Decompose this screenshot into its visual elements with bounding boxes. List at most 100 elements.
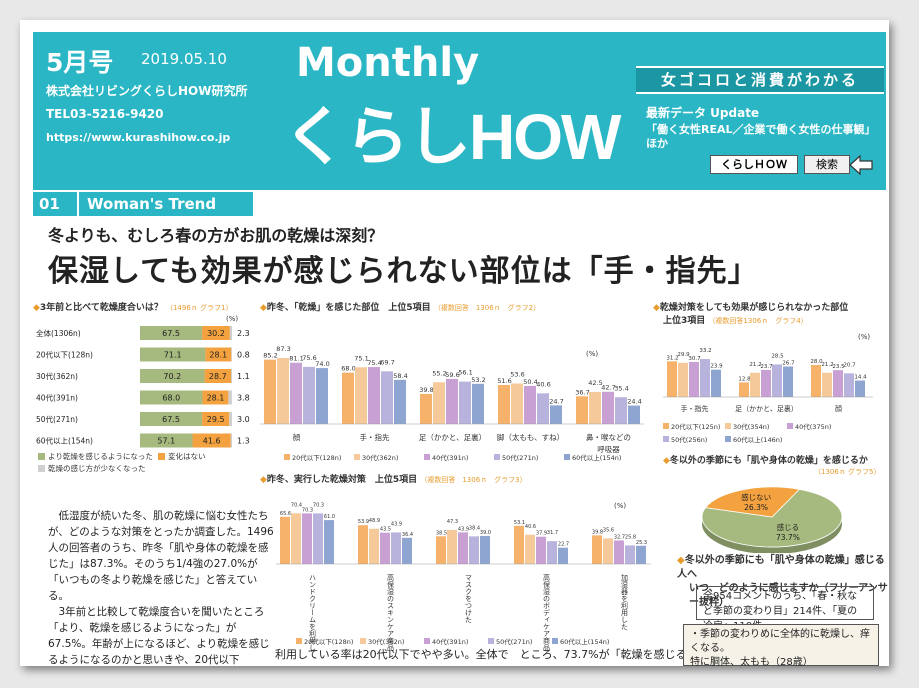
chart4-value-label: 23.5 bbox=[832, 364, 845, 370]
chart1-legend-label: 乾燥の感じ方が少なくなった bbox=[48, 463, 146, 473]
chart4-value-label: 29.9 bbox=[677, 352, 690, 358]
chart1-legend-swatch bbox=[158, 453, 165, 460]
chart3-value-label: 36.4 bbox=[402, 532, 413, 538]
chart3-bar bbox=[458, 532, 468, 564]
chart2-bar bbox=[602, 391, 614, 424]
chart2-bar bbox=[277, 358, 289, 424]
chart2-bar bbox=[316, 368, 328, 424]
header-banner: 5月号 2019.05.10 株式会社リビングくらしHOW研究所 TEL03-5… bbox=[33, 32, 886, 190]
website-link[interactable]: https://www.kurashihow.co.jp bbox=[46, 131, 231, 144]
chart3-value-label: 22.7 bbox=[558, 542, 569, 548]
chart2-legend-label: 30代(362n) bbox=[362, 453, 398, 462]
chart4-value-label: 14.4 bbox=[854, 375, 867, 381]
chart2-category-label: 鼻・喉などの bbox=[586, 432, 631, 442]
chart1-bar-segment bbox=[231, 347, 232, 362]
chart1-value-label: 67.5 bbox=[162, 329, 180, 338]
chart1-value-label: 67.5 bbox=[162, 415, 180, 424]
chart2-legend-swatch bbox=[494, 454, 500, 460]
chart2-bar bbox=[420, 393, 432, 424]
chart1-unit: (%) bbox=[226, 315, 238, 323]
chart4-legend-label: 60代以上(146n) bbox=[733, 435, 782, 444]
chart4-value-label: 20.7 bbox=[843, 362, 856, 368]
chart3-bar bbox=[592, 535, 602, 564]
article-body: 低湿度が続いた冬、肌の乾燥に悩む女性たちが、どのような対策をとったか調査した。1… bbox=[48, 508, 274, 666]
chart3-value-label: 70.4 bbox=[291, 502, 302, 508]
chart4-value-label: 12.8 bbox=[738, 376, 751, 382]
chart3-legend-label: 30代(362n) bbox=[368, 637, 404, 646]
chart2-bar bbox=[537, 393, 549, 424]
chart1-bar-segment bbox=[229, 412, 232, 426]
chart3-value-label: 53.1 bbox=[514, 520, 525, 526]
chart4-legend-swatch bbox=[663, 436, 669, 442]
chart1-bar-segment bbox=[202, 326, 230, 340]
chart1-value-label: 57.1 bbox=[157, 437, 175, 446]
free-answer-title-1: ◆冬以外の季節にも「肌や身体の乾燥」感じる人へ bbox=[677, 555, 885, 580]
chart1-title-text: 3年前と比べて乾燥度合いは？ bbox=[39, 303, 163, 313]
free-answer-title: ◆冬以外の季節にも「肌や身体の乾燥」感じる人へ いつ、どのように感じますか（フリ… bbox=[677, 554, 889, 610]
chart3-bar bbox=[469, 536, 479, 564]
chart3-value-label: 25.3 bbox=[636, 540, 647, 546]
chart1-legend-swatch bbox=[38, 453, 45, 460]
chart4-bar bbox=[855, 380, 865, 397]
article-paragraph-1: 低湿度が続いた冬、肌の乾燥に悩む女性たちが、どのような対策をとったか調査した。1… bbox=[48, 510, 274, 602]
chart3-category-label: 高保湿のボディケア商品を利用した bbox=[543, 573, 551, 652]
chart3-legend-label: 50代(271n) bbox=[496, 637, 532, 646]
chart2-value-label: 85.2 bbox=[263, 352, 277, 360]
chart3-value-label: 65.6 bbox=[280, 511, 291, 517]
chart3-value-label: 39.0 bbox=[480, 530, 491, 536]
phone-number: TEL03-5216-9420 bbox=[46, 107, 164, 121]
chart2-bar bbox=[368, 367, 380, 424]
chart3-value-label: 38.4 bbox=[469, 525, 480, 531]
chart2-bar bbox=[433, 382, 445, 424]
chart2-bar bbox=[615, 397, 627, 424]
chart2-bar bbox=[550, 405, 562, 424]
chart3-bar bbox=[391, 532, 401, 564]
chart1-value-label: 3.8 bbox=[237, 394, 250, 403]
chart4-value-label: 23.7 bbox=[760, 364, 773, 370]
chart4-legend-swatch bbox=[787, 423, 793, 429]
tagline: 女ゴコロと消費がわかる bbox=[636, 66, 884, 94]
search-button[interactable]: 検索 bbox=[804, 155, 850, 174]
chart2-legend-swatch bbox=[424, 454, 430, 460]
free-answer-title-2: いつ、どのように感じますか（フリーアンサー抜粋） bbox=[689, 583, 888, 608]
chart1-bar-segment bbox=[140, 433, 193, 448]
chart2-value-label: 59.6 bbox=[445, 371, 459, 379]
chart2-value-label: 74.0 bbox=[315, 360, 329, 368]
chart4-bar bbox=[700, 359, 710, 397]
chart1-bar-segment bbox=[140, 390, 203, 405]
update-title: 最新データ Update bbox=[646, 106, 760, 120]
chart2-bar bbox=[381, 371, 393, 424]
chart3-bar bbox=[525, 534, 535, 564]
chart1-value-label: 1.3 bbox=[237, 437, 250, 446]
chart2-note: （複数回答 1306ｎ グラフ2） bbox=[433, 304, 541, 312]
chart2-bar bbox=[394, 379, 406, 424]
chart3-value-label: 53.9 bbox=[358, 519, 369, 525]
chart4-legend-swatch bbox=[725, 436, 731, 442]
chart4-legend-swatch bbox=[663, 423, 669, 429]
chart3-value-label: 43.5 bbox=[380, 527, 391, 533]
chart3-value-label: 70.3 bbox=[313, 502, 324, 508]
chart4-legend-label: 50代(256n) bbox=[671, 435, 707, 444]
chart2-legend-label: 60代以上(154n) bbox=[572, 453, 621, 462]
issue-date: 2019.05.10 bbox=[141, 50, 227, 68]
chart3-legend-swatch bbox=[552, 638, 558, 644]
chart1-category-label: 全体(1306n) bbox=[36, 328, 81, 338]
chart3-value-label: 32.7 bbox=[614, 534, 625, 540]
chart4-unit: (%) bbox=[858, 333, 870, 341]
chart3-bar bbox=[280, 516, 290, 564]
chart2-legend-label: 20代以下(128n) bbox=[292, 453, 341, 462]
chart3-value-label: 38.5 bbox=[436, 530, 447, 536]
monthly-label: Monthly bbox=[296, 40, 480, 86]
chart4-category-label: 手・指先 bbox=[681, 404, 709, 413]
chart1-bar-segment bbox=[140, 326, 203, 340]
sub-headline: 冬よりも、むしろ春の方がお肌の乾燥は深刻？ bbox=[48, 226, 384, 245]
chart2-value-label: 55.2 bbox=[432, 369, 446, 377]
chart5-pie-slice bbox=[701, 488, 843, 548]
chart3-bar bbox=[547, 541, 557, 564]
chart2-bar bbox=[459, 381, 471, 424]
search-input[interactable]: くらしＨＯＷ bbox=[710, 155, 798, 174]
chart1-category-label: 20代以下(128n) bbox=[36, 350, 93, 360]
chart2-category-label: 足（かかと、足裏） bbox=[419, 432, 486, 442]
pointer-arrow-icon bbox=[849, 154, 873, 176]
chart3-bar bbox=[291, 513, 301, 564]
